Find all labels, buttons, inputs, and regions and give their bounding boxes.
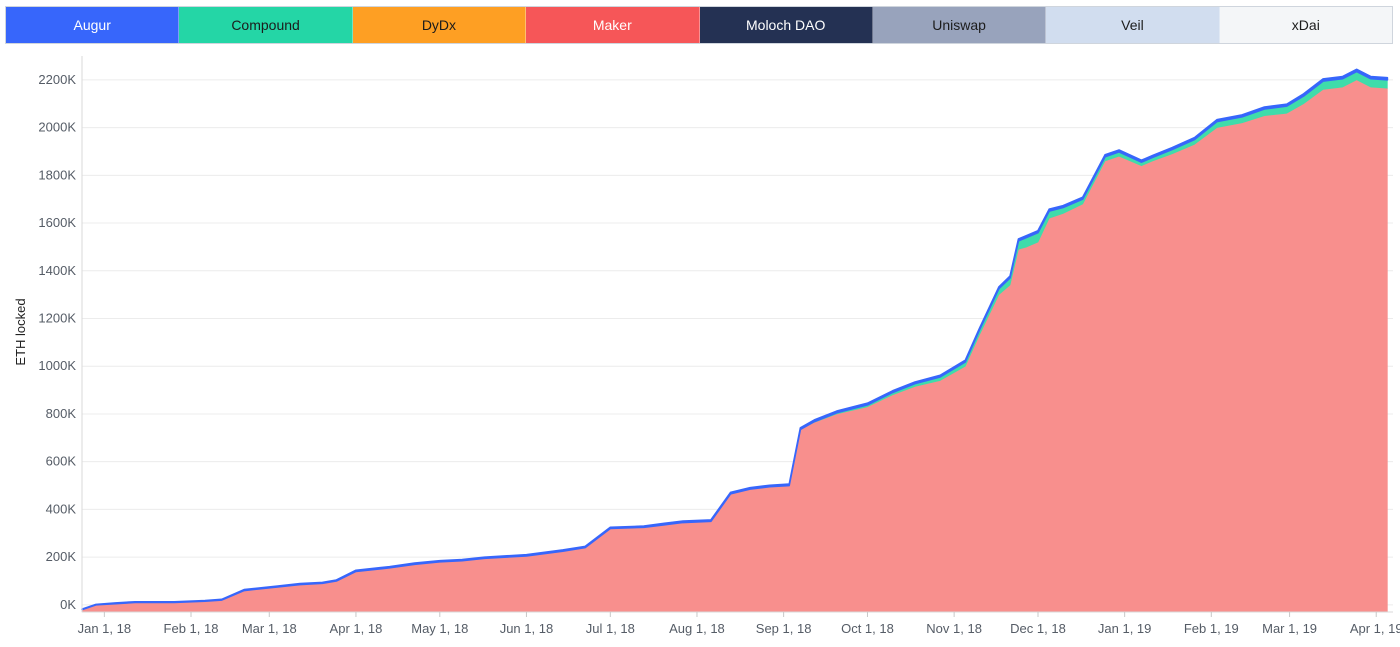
y-tick-label: 1600K	[38, 215, 76, 230]
x-tick-label: May 1, 18	[411, 621, 468, 636]
legend-item-uniswap[interactable]: Uniswap	[872, 7, 1047, 43]
x-tick-label: Feb 1, 18	[164, 621, 219, 636]
legend-item-dydx[interactable]: DyDx	[352, 7, 527, 43]
x-tick-label: Mar 1, 18	[242, 621, 297, 636]
y-tick-label: 800K	[46, 406, 77, 421]
x-tick-label: Jan 1, 19	[1098, 621, 1152, 636]
y-axis-title: ETH locked	[13, 298, 28, 365]
legend-item-maker[interactable]: Maker	[526, 7, 700, 43]
legend-item-augur[interactable]: Augur	[6, 7, 180, 43]
area-augur[interactable]	[81, 68, 1389, 611]
legend-item-moloch-dao[interactable]: Moloch DAO	[699, 7, 873, 43]
x-tick-label: Feb 1, 19	[1184, 621, 1239, 636]
y-tick-label: 400K	[46, 501, 77, 516]
y-tick-label: 2200K	[38, 72, 76, 87]
legend-item-veil[interactable]: Veil	[1046, 7, 1220, 43]
y-tick-label: 200K	[46, 549, 77, 564]
legend-item-xdai[interactable]: xDai	[1219, 7, 1392, 43]
y-tick-label: 1400K	[38, 263, 76, 278]
x-tick-label: Nov 1, 18	[926, 621, 982, 636]
x-tick-label: Oct 1, 18	[841, 621, 894, 636]
axes: 0K 200K 400K 600K 800K 1000K 1200K 1400K 1600K 18…	[38, 56, 1400, 636]
area-series	[81, 68, 1389, 613]
legend-item-compound[interactable]: Compound	[179, 7, 353, 43]
x-tick-label: Apr 1, 19	[1350, 621, 1400, 636]
y-tick-label: 2000K	[38, 120, 76, 135]
x-tick-label: Aug 1, 18	[669, 621, 725, 636]
x-tick-label: Mar 1, 19	[1262, 621, 1317, 636]
x-tick-label: Jul 1, 18	[586, 621, 635, 636]
x-tick-label: Jan 1, 18	[78, 621, 132, 636]
y-tick-label: 1000K	[38, 358, 76, 373]
y-tick-label: 600K	[46, 454, 77, 469]
area-maker[interactable]	[81, 79, 1388, 613]
chart-legend: Augur Compound DyDx Maker Moloch DAO Uniswap V…	[5, 6, 1393, 44]
y-tick-label: 1200K	[38, 310, 76, 325]
y-tick-label: 1800K	[38, 167, 76, 182]
y-tick-label: 0K	[60, 597, 76, 612]
x-tick-label: Dec 1, 18	[1010, 621, 1066, 636]
x-tick-label: Sep 1, 18	[756, 621, 812, 636]
x-tick-label: Jun 1, 18	[500, 621, 554, 636]
x-tick-label: Apr 1, 18	[330, 621, 383, 636]
